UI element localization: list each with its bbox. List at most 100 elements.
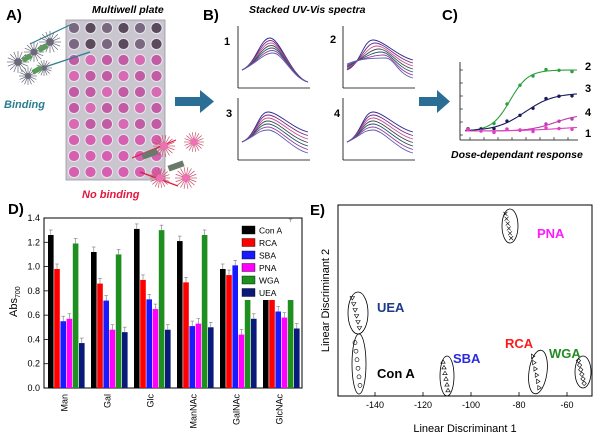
bar-pna-glcnac (281, 317, 288, 388)
lda-point (537, 384, 542, 391)
lda-point (504, 216, 509, 221)
dose-point (557, 68, 561, 73)
bar-sba-man (60, 321, 66, 388)
lda-point (532, 359, 537, 366)
x-tick-label: -120 (414, 400, 432, 410)
bar-rca-glcnac (269, 276, 275, 388)
dose-point (492, 126, 496, 131)
spectrum-trace (241, 123, 309, 147)
legend-swatch (241, 225, 256, 235)
dose-point (557, 126, 561, 131)
confidence-ellipse (574, 355, 592, 389)
dose-point (492, 121, 496, 126)
dose-point (557, 94, 561, 98)
dose-curve-label-1: 1 (585, 128, 591, 140)
bar-sba-glc (146, 299, 152, 388)
panel-e-label: E) (310, 202, 325, 219)
lda-point (580, 376, 586, 382)
x-tick-label: -60 (560, 400, 573, 410)
dose-point (505, 102, 509, 106)
lda-point (440, 359, 446, 364)
lda-point (352, 340, 358, 345)
dose-point (557, 119, 561, 123)
bar-con-a-galnac (220, 269, 226, 388)
no-binding-label: No binding (82, 189, 140, 201)
y-axis-title: Linear Discriminant 2 (320, 249, 332, 352)
bar-wga-mannac (201, 235, 208, 388)
dose-response-plot (459, 62, 578, 141)
bar-sba-gal (103, 300, 109, 388)
spectra-4-label: 4 (334, 108, 341, 120)
spectrum-trace (346, 126, 414, 150)
dose-point (531, 129, 535, 134)
lda-point (441, 364, 447, 370)
dose-point (544, 122, 548, 126)
bar-sba-mannac (189, 326, 195, 388)
bar-rca-glc (140, 279, 146, 388)
lda-frame (337, 204, 593, 397)
x-tick-label: -80 (512, 400, 525, 410)
legend-swatch (241, 263, 256, 272)
panel-b-label: B) (203, 7, 219, 24)
spectra-1-label: 1 (224, 36, 230, 48)
lda-point (533, 366, 538, 372)
panel-d-label: D) (8, 201, 24, 218)
x-axis-title: Linear Discriminant 1 (413, 423, 516, 435)
bar-pna-gal (109, 329, 116, 388)
spectrum-trace (241, 111, 309, 143)
dose-point (518, 113, 522, 118)
lda-point (349, 296, 356, 301)
bound-aggregate-illustration (7, 31, 61, 85)
confidence-ellipse (501, 208, 519, 244)
bar-pna-mannac (195, 323, 202, 388)
legend-label: WGA (259, 276, 280, 286)
dose-point (570, 94, 574, 98)
spectrum-trace (241, 126, 309, 150)
y-tick-label: 1.4 (27, 213, 40, 223)
lda-point (350, 302, 357, 307)
legend-label: RCA (259, 238, 277, 248)
bar-rca-mannac (183, 282, 189, 388)
y-axis-title: Abs700 (8, 286, 22, 317)
no-binding-line-top (131, 139, 177, 159)
legend-label: PNA (259, 263, 277, 273)
dose-point (544, 126, 548, 130)
lda-point (576, 362, 583, 368)
binding-line-top (29, 23, 73, 45)
spectrum-trace (346, 129, 414, 154)
lda-point (508, 235, 514, 241)
lda-point (357, 383, 363, 388)
legend-label: SBA (259, 251, 276, 261)
legend-label: UEA (259, 288, 277, 298)
dose-curve-label-4: 4 (585, 107, 592, 119)
bar-con-a-glc (134, 228, 140, 388)
lda-point (445, 387, 451, 393)
lda-point (356, 374, 362, 380)
legend-label: Con A (259, 226, 282, 236)
bar-wga-galnac (244, 243, 251, 388)
bar-uea-glc (165, 329, 171, 388)
bar-uea-gal (122, 332, 128, 388)
lda-label-con-a: Con A (377, 366, 415, 381)
lda-point (442, 370, 448, 375)
spectrum-trace (346, 123, 414, 147)
lda-point (355, 365, 361, 371)
dose-curve-2 (464, 67, 577, 132)
bar-rca-gal (97, 283, 103, 388)
lda-cluster-sba (439, 355, 455, 397)
dose-point (570, 117, 574, 121)
bar-uea-mannac (208, 327, 214, 388)
spectrum-trace (241, 129, 309, 154)
legend-swatch (241, 238, 256, 247)
lda-label-sba: SBA (453, 351, 481, 366)
legend-box (239, 222, 297, 300)
legend-swatch (241, 250, 256, 260)
spectrum-trace (346, 57, 414, 79)
bar-pna-galnac (238, 334, 245, 388)
lda-point (578, 367, 584, 373)
lda-point (443, 376, 449, 381)
dose-curve-label-2: 2 (585, 61, 591, 73)
lda-cluster-rca (528, 349, 548, 395)
spectrum-trace (241, 52, 309, 83)
x-category-label: GlcNAc (275, 394, 285, 425)
